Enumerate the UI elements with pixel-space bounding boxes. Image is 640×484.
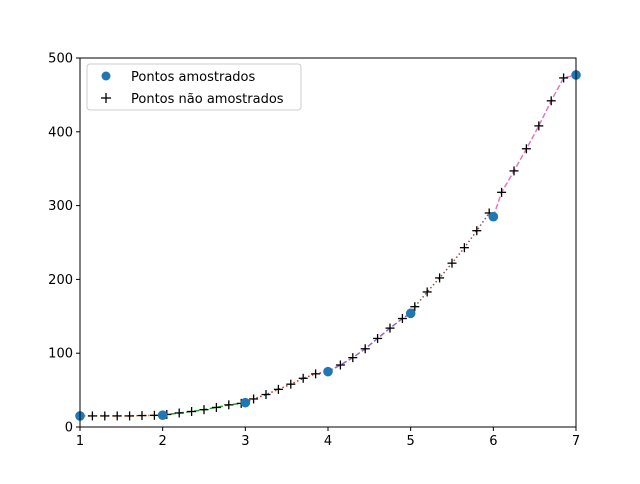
- y-tick-label: 100: [48, 347, 73, 362]
- unsampled-point: [521, 144, 531, 154]
- unsampled-point: [559, 73, 569, 83]
- interpolation-curve: [492, 74, 577, 217]
- legend: Pontos amostrados Pontos não amostrados: [86, 63, 302, 111]
- unsampled-point: [87, 411, 97, 421]
- y-axis: 0 100 200 300 400 500: [48, 52, 80, 436]
- legend-unsampled-label: Pontos não amostrados: [131, 92, 284, 107]
- legend-sampled-marker: [101, 71, 111, 81]
- interpolation-curves: [80, 74, 577, 417]
- legend-sampled-label: Pontos amostrados: [131, 70, 255, 85]
- unsampled-point: [298, 373, 308, 383]
- unsampled-point: [112, 411, 122, 421]
- unsampled-point: [335, 360, 345, 370]
- unsampled-point: [286, 379, 296, 389]
- x-tick-label: 6: [489, 434, 497, 449]
- unsampled-point: [373, 333, 383, 343]
- unsampled-point: [410, 302, 420, 312]
- unsampled-point: [360, 344, 370, 354]
- unsampled-point: [459, 243, 469, 253]
- x-tick-label: 3: [241, 434, 249, 449]
- unsampled-point: [137, 411, 147, 421]
- x-tick-label: 7: [572, 434, 580, 449]
- x-tick-label: 2: [159, 434, 167, 449]
- unsampled-points-series: [87, 70, 581, 421]
- x-tick-label: 1: [76, 434, 84, 449]
- x-tick-label: 4: [324, 434, 332, 449]
- unsampled-point: [174, 408, 184, 418]
- unsampled-point: [397, 314, 407, 324]
- sampled-point: [240, 397, 251, 408]
- unsampled-point: [509, 166, 519, 176]
- interpolation-curve: [327, 312, 412, 373]
- unsampled-point: [311, 369, 321, 379]
- interpolation-curve: [245, 370, 329, 404]
- unsampled-point: [249, 394, 259, 404]
- sampled-point: [157, 410, 168, 420]
- unsampled-point: [199, 405, 209, 415]
- unsampled-point: [125, 411, 135, 421]
- unsampled-point: [261, 390, 271, 400]
- unsampled-point: [385, 323, 395, 333]
- x-tick-label: 5: [407, 434, 415, 449]
- legend-unsampled-marker: [101, 93, 111, 103]
- sampled-point: [323, 366, 333, 377]
- unsampled-point: [447, 258, 457, 268]
- unsampled-point: [534, 121, 544, 131]
- unsampled-point: [497, 187, 507, 197]
- y-tick-label: 200: [48, 273, 73, 288]
- sampled-point: [405, 308, 416, 319]
- unsampled-point: [100, 411, 110, 421]
- unsampled-point: [224, 400, 234, 410]
- unsampled-point: [211, 402, 221, 412]
- y-tick-label: 400: [48, 125, 73, 140]
- y-tick-label: 500: [48, 52, 73, 67]
- unsampled-point: [546, 96, 556, 106]
- sampled-point: [488, 211, 499, 222]
- sampled-points-series: [75, 70, 581, 421]
- unsampled-point: [435, 273, 445, 283]
- legend-box: [86, 63, 302, 111]
- unsampled-point: [348, 353, 358, 363]
- y-tick-label: 300: [48, 199, 73, 214]
- unsampled-point: [472, 226, 482, 236]
- y-tick-label: 0: [65, 421, 73, 436]
- unsampled-point: [149, 410, 159, 420]
- unsampled-point: [273, 384, 283, 394]
- unsampled-point: [422, 287, 432, 297]
- x-axis: 1 2 3 4 5 6 7: [76, 427, 580, 449]
- unsampled-point: [187, 407, 197, 417]
